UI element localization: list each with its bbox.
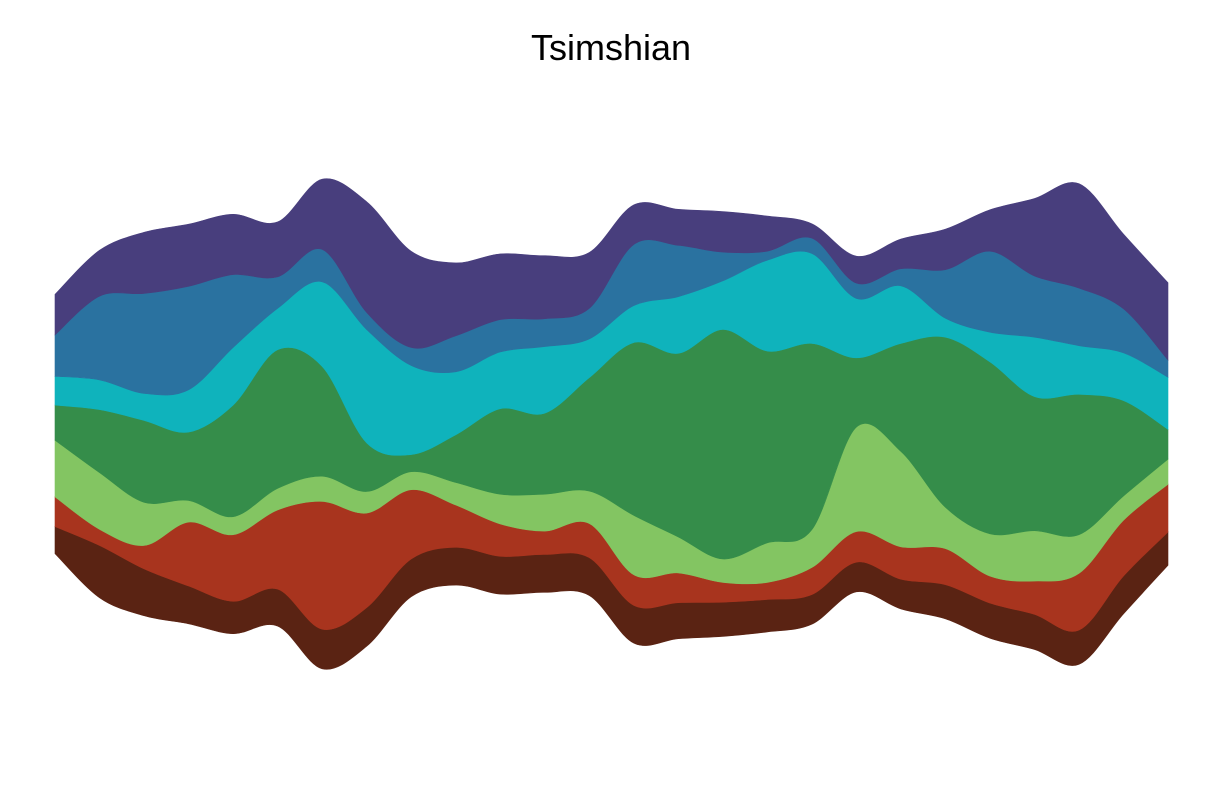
stream-layers	[54, 178, 1169, 670]
stream-layer-7	[54, 178, 1169, 361]
chart-title: Tsimshian	[530, 27, 692, 68]
